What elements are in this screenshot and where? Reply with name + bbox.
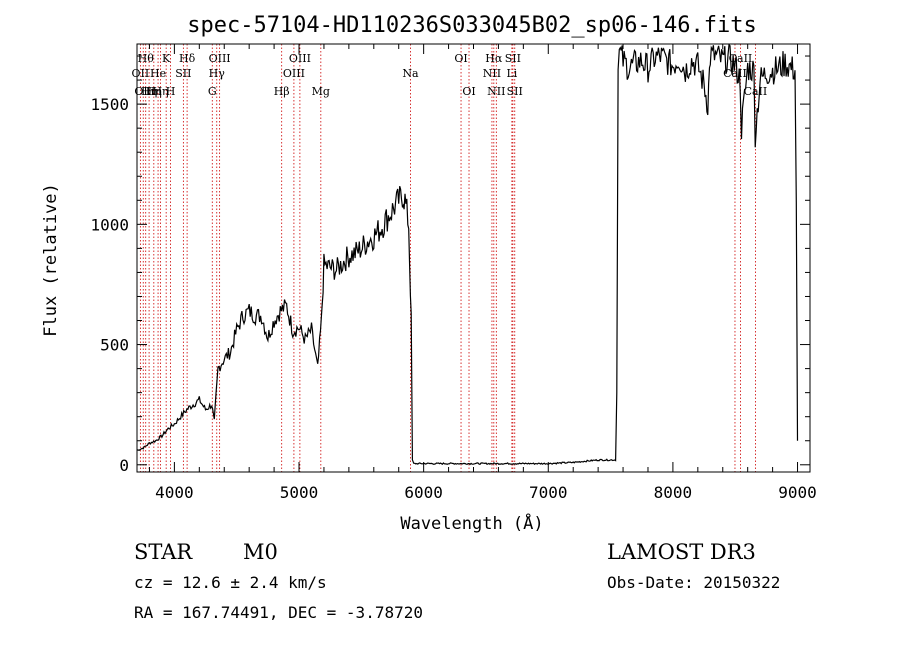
line-label: OI: [462, 85, 475, 98]
line-label: NII: [487, 85, 505, 98]
x-tick-label: 4000: [155, 483, 194, 502]
survey-name: LAMOST DR3: [607, 540, 756, 564]
line-label: Hδ: [179, 52, 196, 65]
line-label: SII: [505, 52, 521, 65]
chart-title: spec-57104-HD110236S033045B02_sp06-146.f…: [187, 13, 757, 38]
line-label: SII: [175, 67, 191, 80]
y-tick-label: 500: [100, 336, 129, 355]
spectral-line-markers: [139, 44, 756, 472]
x-tick-label: 9000: [778, 483, 817, 502]
y-axis-ticks: 0 500 1000 1500: [90, 55, 810, 475]
line-label: Hγ: [209, 67, 226, 80]
line-label: OII: [132, 67, 150, 80]
line-label: OIII: [289, 52, 311, 65]
line-label: G: [208, 85, 217, 98]
coordinates: RA = 167.74491, DEC = -3.78720: [134, 603, 423, 622]
line-label: OIII: [283, 67, 305, 80]
line-label: OIII: [209, 52, 231, 65]
line-label: Hβ: [274, 85, 290, 98]
line-label: Na: [402, 67, 419, 80]
line-label: Hη: [141, 85, 157, 98]
x-tick-label: 8000: [654, 483, 693, 502]
line-label: CaII: [744, 85, 768, 98]
observation-date: Obs-Date: 20150322: [607, 573, 781, 592]
line-label: H: [166, 85, 176, 98]
x-tick-label: 6000: [404, 483, 443, 502]
x-axis-ticks: 4000 5000 6000 7000 8000 9000: [148, 44, 817, 502]
object-class: STAR: [134, 540, 193, 564]
plot-frame: [136, 43, 811, 473]
spectrum-line: [136, 43, 799, 466]
x-tick-label: 7000: [529, 483, 568, 502]
line-label: Hη: [152, 85, 168, 98]
y-tick-label: 1000: [90, 215, 129, 234]
line-label: K: [162, 52, 171, 65]
line-label: SII: [507, 85, 523, 98]
redshift-cz: cz = 12.6 ± 2.4 km/s: [134, 573, 327, 592]
line-label: Hα: [485, 52, 503, 65]
line-label: Hη: [146, 85, 162, 98]
x-axis-label: Wavelength (Å): [400, 512, 543, 534]
line-label: Hθ: [138, 52, 155, 65]
line-label: OI: [454, 52, 467, 65]
y-axis-label: Flux (relative): [41, 183, 61, 337]
x-tick-label: 5000: [280, 483, 319, 502]
line-label: He: [150, 67, 166, 80]
object-subclass: M0: [243, 540, 278, 564]
line-label: OII: [134, 85, 152, 98]
y-tick-label: 0: [119, 456, 129, 475]
line-label: Mg: [312, 85, 330, 98]
line-label: NII: [483, 67, 501, 80]
y-tick-label: 1500: [90, 95, 129, 114]
line-label: CaII: [723, 67, 747, 80]
line-label: Li: [506, 67, 517, 80]
